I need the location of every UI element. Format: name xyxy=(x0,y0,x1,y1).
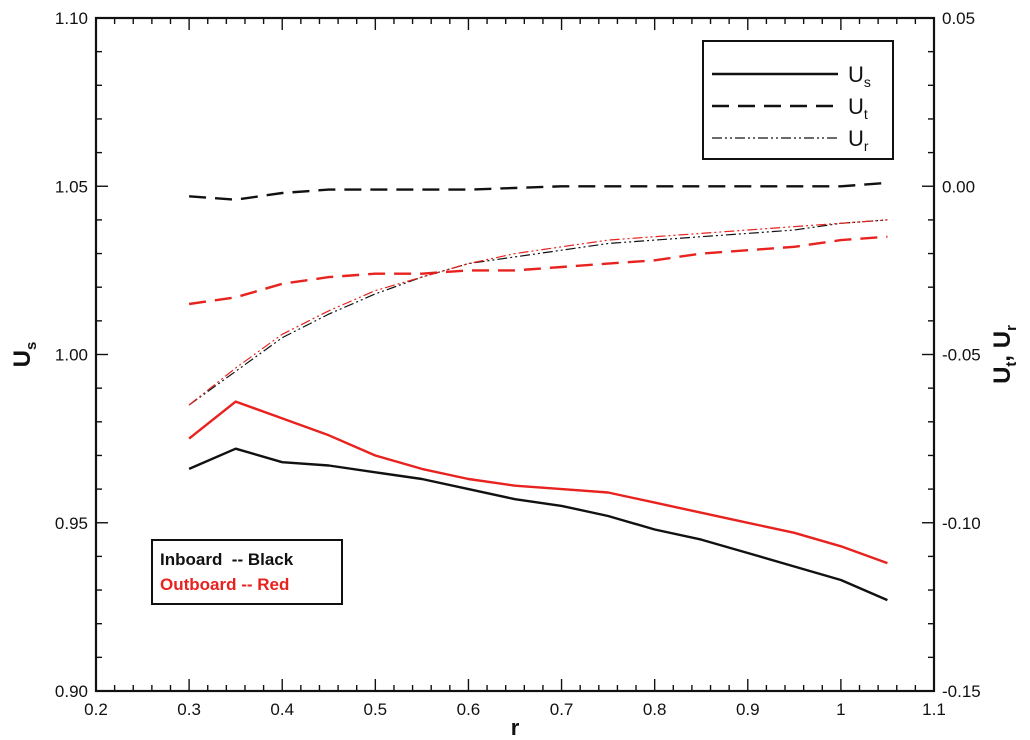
legend-entry-us: Us xyxy=(712,62,871,90)
legend-label-sub: s xyxy=(864,74,871,90)
svg-text:Ur: Ur xyxy=(848,126,869,154)
annotation-outboard: Outboard -- Red xyxy=(160,575,289,594)
svg-text:Us: Us xyxy=(9,342,40,368)
y2-axis-title-part: U xyxy=(989,367,1016,384)
legend-entry-ur: Ur xyxy=(712,126,869,154)
color-key-annotation: Inboard -- Black Outboard -- Red xyxy=(151,539,343,605)
svg-text:Ut, Ur: Ut, Ur xyxy=(989,325,1020,384)
y2-axis-title-part: t xyxy=(1003,362,1020,367)
series-inboard-ur xyxy=(188,219,888,406)
y2-tick-label: -0.15 xyxy=(942,682,981,701)
legend-label-sub: r xyxy=(864,138,869,154)
legend: Us Ut Ur xyxy=(702,40,894,160)
y-tick-label: 0.95 xyxy=(55,514,88,533)
x-tick-label: 0.6 xyxy=(457,700,481,719)
y-tick-label: 0.90 xyxy=(55,682,88,701)
y-tick-label: 1.05 xyxy=(55,177,88,196)
legend-entry-ut: Ut xyxy=(712,94,868,122)
y2-axis-title-part: , U xyxy=(989,331,1016,362)
y2-tick-label: -0.05 xyxy=(942,346,981,365)
x-tick-label: 0.4 xyxy=(270,700,294,719)
legend-label-main: U xyxy=(848,62,864,87)
x-tick-label: 0.2 xyxy=(84,700,108,719)
plot-frame xyxy=(94,16,936,693)
tick-labels: 0.2 0.3 0.4 0.5 0.6 0.7 0.8 0.9 1 1.1 0.90 0.95 1.00… xyxy=(55,9,981,719)
x-tick-label: 0.3 xyxy=(177,700,201,719)
legend-label-sub: t xyxy=(864,106,868,122)
y-axis-title-subscript: s xyxy=(23,342,40,350)
series-outboard-us xyxy=(188,400,888,565)
legend-label-main: U xyxy=(848,94,864,119)
x-tick-label: 0.7 xyxy=(550,700,574,719)
y-axis-title: Us xyxy=(9,342,40,368)
y-axis-title-main: U xyxy=(9,350,36,367)
y2-axis-title-part: r xyxy=(1003,325,1020,331)
series-outboard-ut xyxy=(188,235,888,306)
annotation-box xyxy=(151,539,343,605)
series-inboard-ut xyxy=(189,181,888,201)
y2-tick-label: 0.05 xyxy=(942,9,975,28)
x-tick-label: 0.9 xyxy=(736,700,760,719)
y-tick-label: 1.00 xyxy=(55,346,88,365)
svg-text:Us: Us xyxy=(848,62,871,90)
x-tick-label: 0.8 xyxy=(643,700,667,719)
series-inboard-us xyxy=(188,447,888,602)
series-layer xyxy=(188,181,888,602)
y2-axis-title: Ut, Ur xyxy=(989,325,1020,384)
legend-label-main: U xyxy=(848,126,864,151)
y-tick-label: 1.10 xyxy=(55,9,88,28)
legend-box xyxy=(702,40,894,160)
svg-text:Ut: Ut xyxy=(848,94,868,122)
y2-tick-label: -0.10 xyxy=(942,514,981,533)
x-tick-label: 0.5 xyxy=(364,700,388,719)
annotation-inboard: Inboard -- Black xyxy=(160,550,294,569)
x-tick-label: 1 xyxy=(836,700,845,719)
x-axis-title: r xyxy=(511,715,520,740)
y2-tick-label: 0.00 xyxy=(942,177,975,196)
series-outboard-ur xyxy=(188,219,888,406)
x-tick-label: 1.1 xyxy=(922,700,946,719)
